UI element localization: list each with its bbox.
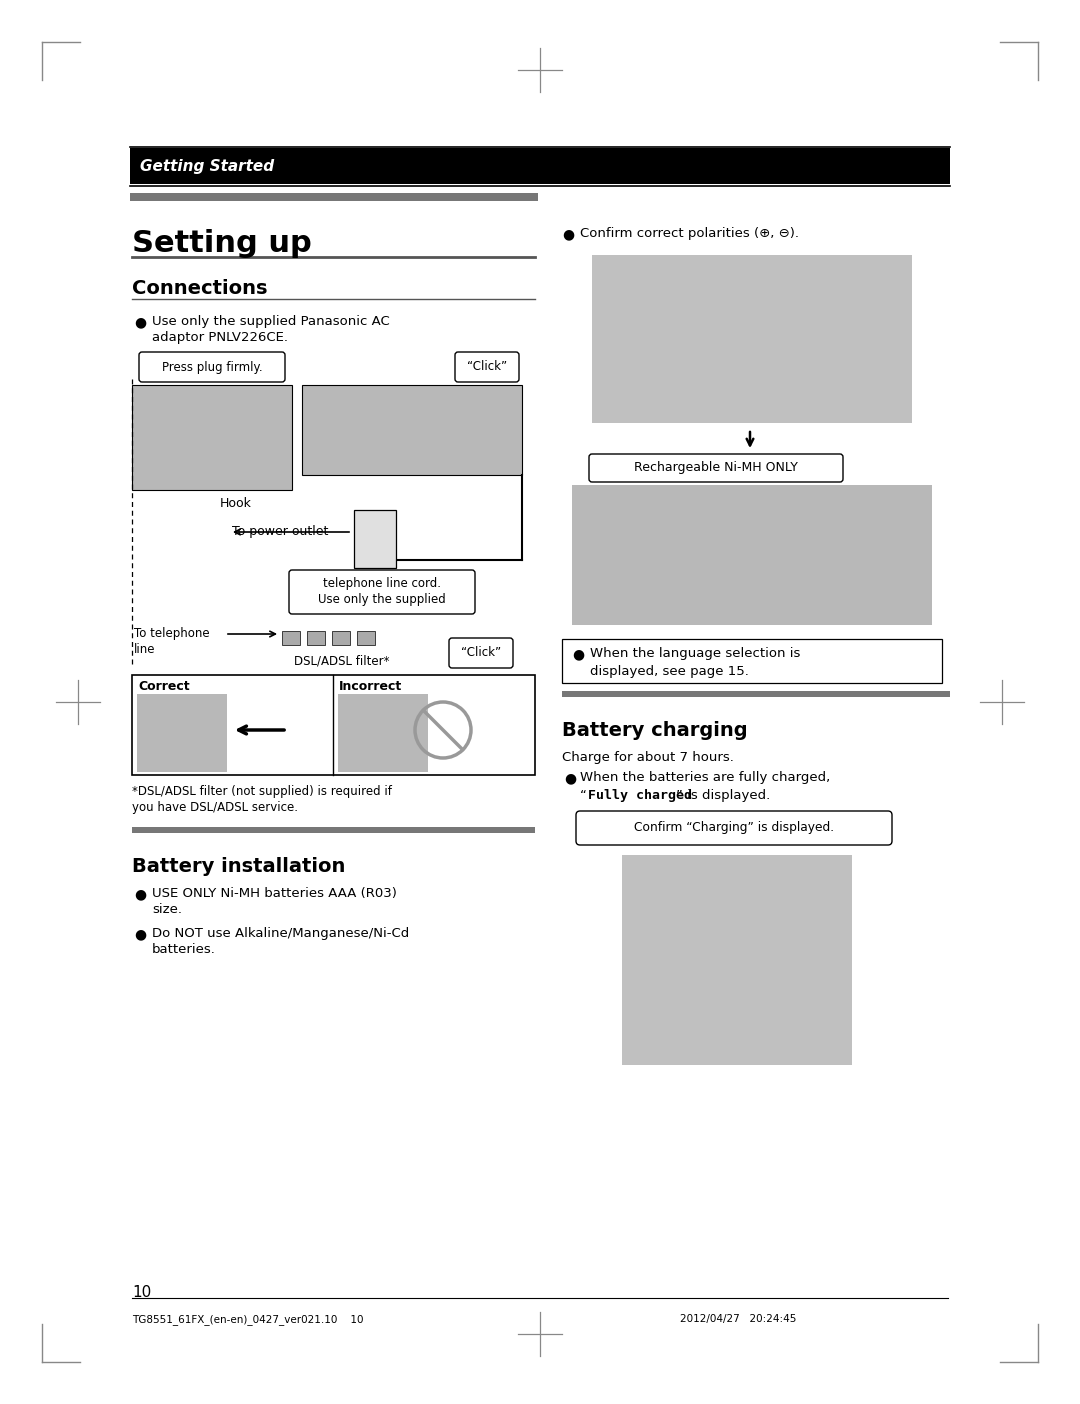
Text: 2012/04/27   20:24:45: 2012/04/27 20:24:45 (680, 1314, 796, 1324)
FancyBboxPatch shape (139, 352, 285, 382)
Text: size.: size. (152, 903, 183, 915)
Bar (132, 675, 535, 775)
Bar (332, 630, 350, 644)
Bar (357, 630, 375, 644)
Text: To telephone: To telephone (134, 628, 210, 640)
Text: ●: ● (564, 771, 576, 785)
Text: ●: ● (134, 314, 146, 329)
Text: 10: 10 (132, 1285, 151, 1300)
Text: Battery charging: Battery charging (562, 722, 747, 740)
Text: “: “ (580, 789, 586, 802)
Bar (132, 827, 535, 833)
Text: Use only the supplied Panasonic AC: Use only the supplied Panasonic AC (152, 314, 390, 329)
Bar (338, 694, 428, 772)
Text: Hook: Hook (220, 497, 252, 510)
Text: Press plug firmly.: Press plug firmly. (162, 361, 262, 373)
Text: ●: ● (134, 927, 146, 941)
Text: displayed, see page 15.: displayed, see page 15. (590, 665, 748, 678)
Text: you have DSL/ADSL service.: you have DSL/ADSL service. (132, 802, 298, 814)
Bar (307, 630, 325, 644)
Text: Do NOT use Alkaline/Manganese/Ni-Cd: Do NOT use Alkaline/Manganese/Ni-Cd (152, 927, 409, 941)
FancyBboxPatch shape (289, 570, 475, 614)
Text: Use only the supplied: Use only the supplied (319, 594, 446, 607)
Text: line: line (134, 643, 156, 656)
Bar (562, 639, 942, 682)
Text: When the batteries are fully charged,: When the batteries are fully charged, (580, 771, 831, 783)
Text: When the language selection is: When the language selection is (590, 647, 800, 660)
Text: ●: ● (562, 227, 575, 241)
Bar (622, 855, 852, 1066)
Text: Charge for about 7 hours.: Charge for about 7 hours. (562, 751, 734, 764)
Text: TG8551_61FX_(en-en)_0427_ver021.10    10: TG8551_61FX_(en-en)_0427_ver021.10 10 (132, 1314, 364, 1325)
Text: Battery installation: Battery installation (132, 858, 346, 876)
Bar (130, 192, 538, 201)
Text: Rechargeable Ni-MH ONLY: Rechargeable Ni-MH ONLY (634, 462, 798, 475)
FancyBboxPatch shape (449, 637, 513, 668)
Text: telephone line cord.: telephone line cord. (323, 577, 441, 591)
Bar (562, 691, 950, 696)
Text: ●: ● (572, 647, 584, 661)
Text: DSL/ADSL filter*: DSL/ADSL filter* (294, 656, 390, 668)
Text: “Click”: “Click” (461, 646, 501, 660)
Bar (137, 694, 227, 772)
Bar (130, 147, 950, 184)
Text: Setting up: Setting up (132, 229, 312, 257)
Text: Confirm correct polarities (⊕, ⊖).: Confirm correct polarities (⊕, ⊖). (580, 227, 799, 240)
FancyBboxPatch shape (576, 812, 892, 845)
Bar (282, 630, 300, 644)
Bar (302, 385, 522, 475)
Text: USE ONLY Ni-MH batteries AAA (R03): USE ONLY Ni-MH batteries AAA (R03) (152, 887, 396, 900)
Text: Confirm “Charging” is displayed.: Confirm “Charging” is displayed. (634, 821, 834, 834)
Text: Getting Started: Getting Started (140, 159, 274, 174)
Text: Incorrect: Incorrect (339, 680, 402, 694)
Text: “Click”: “Click” (467, 361, 508, 373)
Text: ●: ● (134, 887, 146, 901)
FancyBboxPatch shape (455, 352, 519, 382)
Text: adaptor PNLV226CE.: adaptor PNLV226CE. (152, 331, 288, 344)
Text: To power outlet: To power outlet (232, 525, 328, 539)
Text: ” is displayed.: ” is displayed. (676, 789, 770, 802)
Text: Fully charged: Fully charged (588, 789, 692, 802)
Text: batteries.: batteries. (152, 943, 216, 956)
Bar (572, 484, 932, 625)
Text: Connections: Connections (132, 279, 268, 299)
Bar (354, 510, 396, 569)
Text: *DSL/ADSL filter (not supplied) is required if: *DSL/ADSL filter (not supplied) is requi… (132, 785, 392, 797)
Bar (132, 385, 292, 490)
Bar (592, 256, 912, 423)
FancyBboxPatch shape (589, 453, 843, 482)
Text: Correct: Correct (138, 680, 190, 694)
